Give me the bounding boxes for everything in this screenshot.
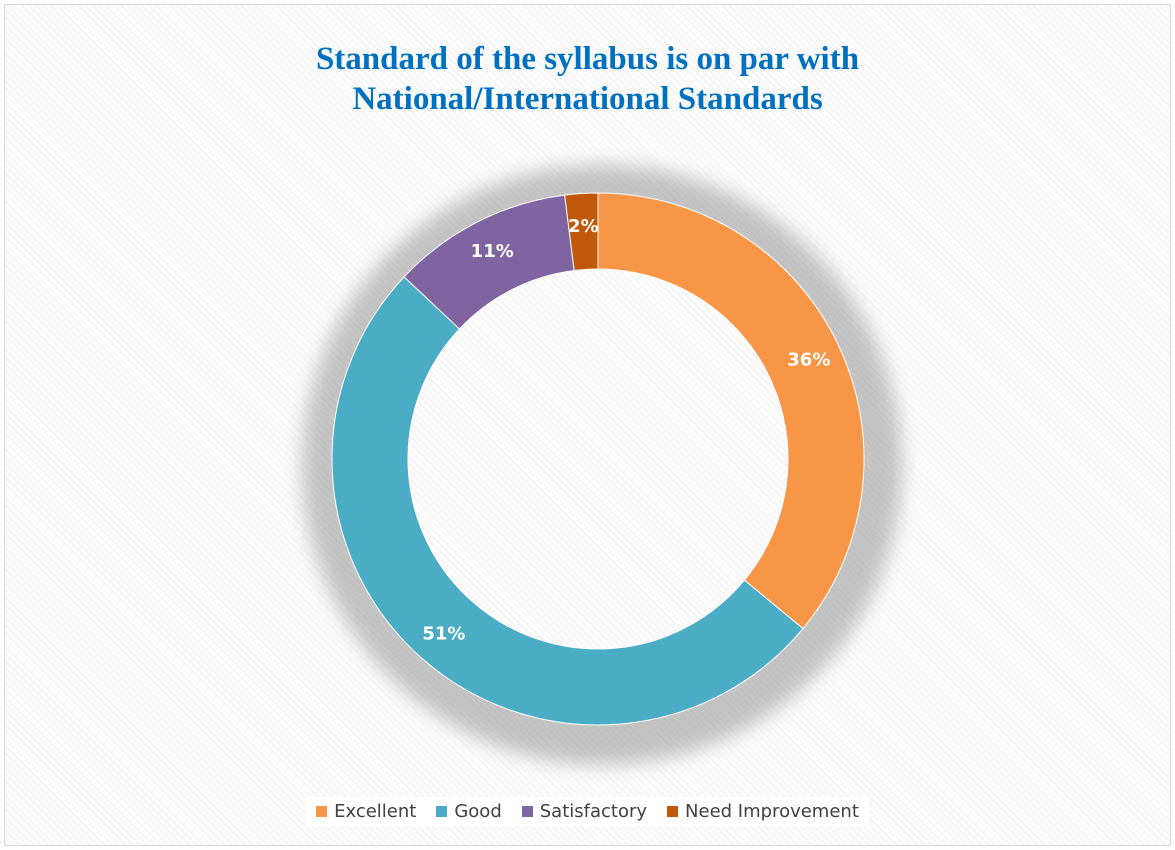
legend-swatch-need-improvement	[667, 806, 679, 817]
legend-item-need-improvement: Need Improvement	[667, 801, 859, 822]
legend-swatch-satisfactory	[521, 806, 533, 817]
legend-label-excellent: Excellent	[334, 801, 417, 822]
legend-label-good: Good	[454, 801, 502, 822]
donut-slice-excellent	[597, 192, 865, 630]
legend: Excellent Good Satisfactory Need Improve…	[5, 797, 1170, 826]
chart-frame: Standard of the syllabus is on par with …	[4, 4, 1171, 846]
data-label-good: 51%	[422, 623, 465, 644]
donut-chart: 36% 51% 11% 2%	[302, 165, 902, 765]
legend-swatch-good	[436, 806, 448, 817]
legend-label-need-improvement: Need Improvement	[685, 801, 859, 822]
legend-item-good: Good	[436, 801, 502, 822]
data-label-need-improvement: 2%	[568, 216, 599, 237]
data-label-excellent: 36%	[787, 349, 830, 370]
legend-swatch-excellent	[316, 806, 328, 817]
legend-label-satisfactory: Satisfactory	[539, 801, 648, 822]
donut-slice-good	[331, 276, 804, 726]
chart-title: Standard of the syllabus is on par with …	[5, 39, 1170, 119]
legend-item-satisfactory: Satisfactory	[521, 801, 648, 822]
chart-title-line-2: National/International Standards	[352, 81, 823, 117]
data-label-satisfactory: 11%	[471, 241, 514, 262]
donut-slice-need-improvement	[564, 192, 599, 272]
legend-box: Excellent Good Satisfactory Need Improve…	[306, 797, 869, 826]
chart-title-line-1: Standard of the syllabus is on par with	[315, 41, 860, 77]
legend-item-excellent: Excellent	[316, 801, 416, 822]
